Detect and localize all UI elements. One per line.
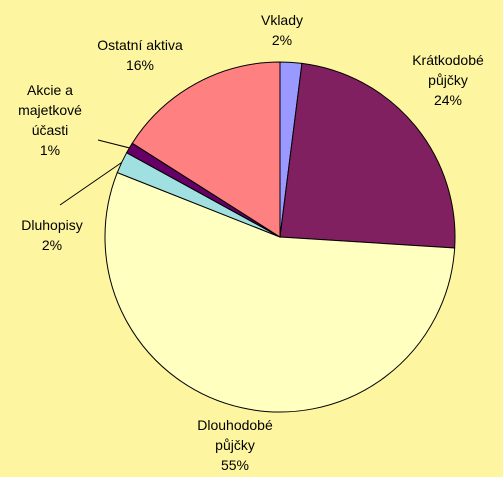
slice-label: Dluhopisy 2% [7,215,97,255]
category-label: Krátkodobé půjčky [412,52,484,88]
pie-slice [104,171,456,413]
category-label: Dlouhodobé půjčky [197,417,273,453]
pie-slice [131,61,281,238]
category-label: Vklady [260,12,304,28]
leader-line [97,139,130,149]
value-label: 16% [125,57,155,73]
value-label: 55% [220,457,250,473]
slice-label: Krátkodobé půjčky 24% [398,50,498,110]
pie-slice [279,62,456,249]
value-label: 1% [39,142,61,158]
value-label: 2% [41,237,63,253]
category-label: Dluhopisy [21,217,83,233]
slice-label: Dlouhodobé půjčky 55% [185,415,285,475]
category-label: Ostatní aktiva [97,37,183,53]
slice-label: Vklady 2% [242,10,322,50]
value-label: 24% [433,92,463,108]
slice-label: Akcie a majetkové účasti 1% [10,80,90,160]
value-label: 2% [271,32,293,48]
category-label: Akcie a majetkové účasti [18,82,82,138]
leader-line [59,162,122,206]
slice-label: Ostatní aktiva 16% [75,35,205,75]
